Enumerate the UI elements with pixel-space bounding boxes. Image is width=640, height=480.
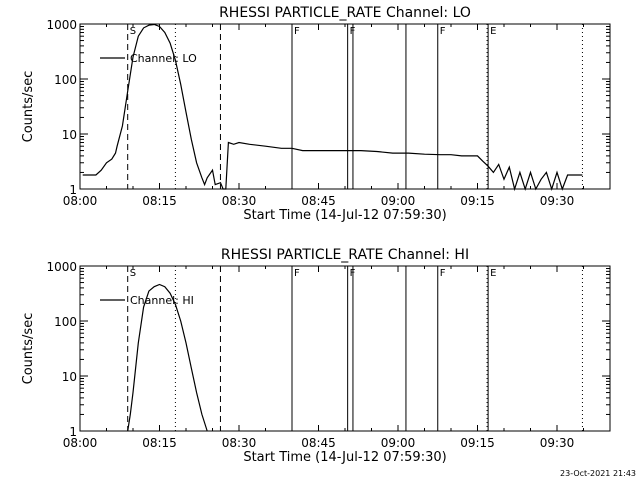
x-tick-label: 08:00 (63, 194, 98, 208)
event-marker-label: E (490, 26, 496, 37)
plot-frame (79, 23, 611, 190)
x-tick-label: 08:15 (142, 194, 177, 208)
x-tick-label: 09:15 (460, 194, 495, 208)
x-tick-label: 09:30 (540, 436, 575, 450)
event-marker-label: S (130, 26, 136, 37)
x-tick-label: 09:15 (460, 436, 495, 450)
chart-title: RHESSI PARTICLE_RATE Channel: HI (221, 247, 469, 263)
x-axis-label: Start Time (14-Jul-12 07:59:30) (243, 208, 446, 223)
series-line (82, 23, 583, 192)
y-tick-label: 1000 (46, 18, 77, 32)
x-tick-label: 08:15 (142, 436, 177, 450)
y-tick-label: 1000 (46, 260, 77, 274)
y-axis-label: Counts/sec (21, 71, 36, 143)
y-tick-label: 1 (69, 183, 77, 197)
timestamp-footer: 23-Oct-2021 21:43 (560, 469, 636, 478)
event-marker-label: E (490, 268, 496, 279)
plot-frame (79, 265, 611, 432)
y-tick-label: 100 (54, 315, 77, 329)
x-tick-label: 08:00 (63, 436, 98, 450)
x-tick-label: 09:30 (540, 194, 575, 208)
event-marker-label: F (440, 268, 446, 279)
x-tick-label: 09:00 (381, 194, 416, 208)
x-tick-label: 09:00 (381, 436, 416, 450)
x-tick-label: 08:30 (222, 194, 257, 208)
legend-entry: Channel: HI (130, 294, 194, 307)
event-marker-label: F (294, 268, 300, 279)
x-tick-label: 08:45 (301, 436, 336, 450)
x-axis-label: Start Time (14-Jul-12 07:59:30) (243, 450, 446, 465)
series-line (127, 283, 208, 432)
event-marker-label: S (130, 268, 136, 279)
event-marker-label: F (294, 26, 300, 37)
x-tick-label: 08:45 (301, 194, 336, 208)
y-tick-label: 100 (54, 73, 77, 87)
y-tick-label: 10 (62, 370, 77, 384)
chart-title: RHESSI PARTICLE_RATE Channel: LO (219, 5, 471, 21)
y-tick-label: 1 (69, 425, 77, 439)
chart-1: RHESSI PARTICLE_RATE Channel: HI Start Ti… (21, 247, 611, 465)
y-axis-label: Counts/sec (21, 313, 36, 385)
legend-entry: Channel: LO (130, 52, 197, 65)
y-tick-label: 10 (62, 128, 77, 142)
event-marker-label: F (440, 26, 446, 37)
chart-0: RHESSI PARTICLE_RATE Channel: LO Start Ti… (21, 5, 611, 223)
x-tick-label: 08:30 (222, 436, 257, 450)
